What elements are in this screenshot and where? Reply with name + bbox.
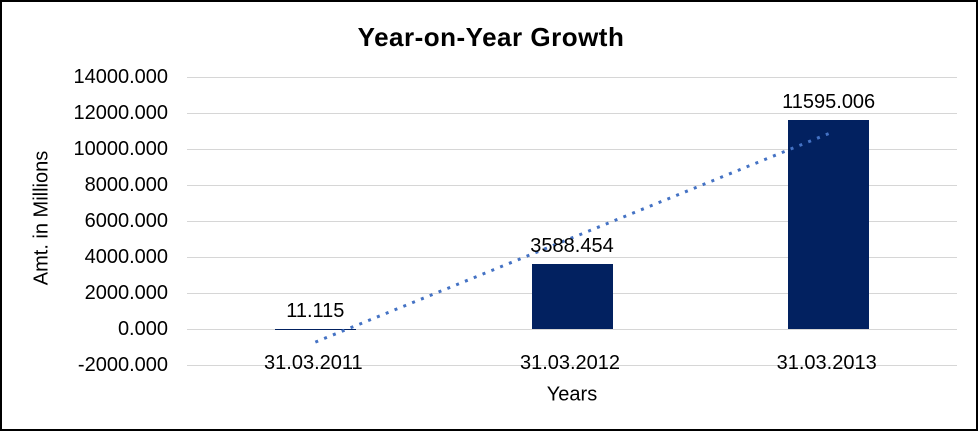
bar-31.03.2013	[788, 120, 870, 329]
y-axis-tick-label: 2000.000	[84, 282, 168, 304]
x-axis-category-label: 31.03.2013	[776, 352, 877, 374]
y-axis-tick-label: 12000.000	[73, 102, 168, 124]
y-axis-tick-label: 8000.000	[84, 174, 168, 196]
gridline	[187, 76, 957, 78]
y-axis-tick-label: 6000.000	[84, 210, 168, 232]
x-axis-title: Years	[546, 383, 598, 406]
y-axis-title: Amt. in Millions	[30, 150, 53, 286]
data-label: 11595.006	[782, 91, 876, 114]
chart-title: Year-on-Year Growth	[357, 22, 625, 52]
y-axis-tick-label: 10000.000	[73, 138, 168, 160]
data-label: 3588.454	[530, 235, 614, 258]
gridline	[187, 112, 957, 114]
data-label: 11.115	[286, 299, 345, 322]
y-axis-tick-label: 0.000	[117, 318, 168, 340]
x-axis-category-label: 31.03.2011	[264, 352, 363, 374]
x-axis-category-label: 31.03.2012	[519, 352, 621, 374]
gridline	[187, 364, 957, 366]
y-axis-tick-label: 4000.000	[84, 246, 168, 268]
y-axis-tick-label: -2000.000	[77, 354, 168, 376]
bar-31.03.2012	[531, 264, 613, 329]
y-axis-tick-label: 14000.000	[73, 66, 168, 88]
